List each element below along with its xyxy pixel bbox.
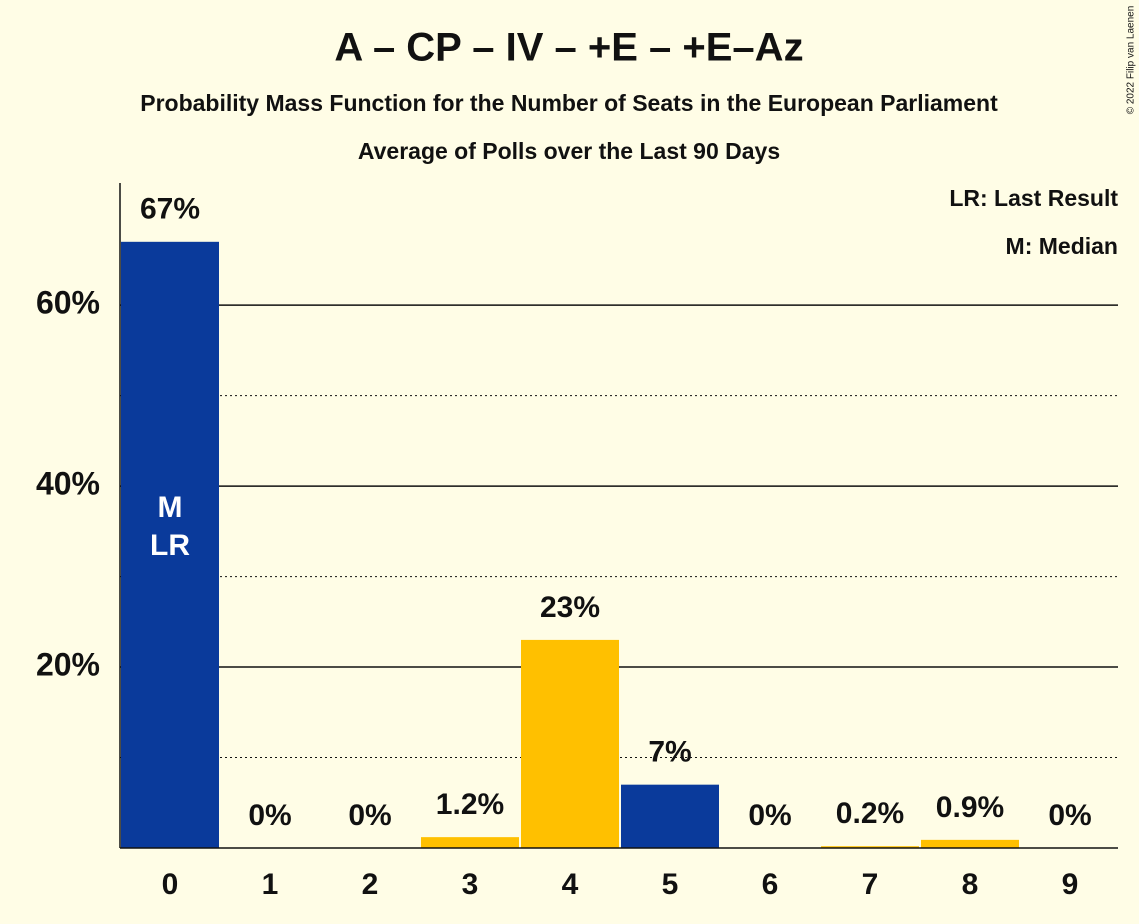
legend-note: LR: Last Result [949,185,1118,211]
x-tick-label: 0 [162,868,179,901]
x-tick-label: 6 [762,868,779,901]
x-tick-label: 5 [662,868,679,901]
value-label: 1.2% [436,788,504,821]
bar [521,639,619,848]
x-tick-label: 4 [562,868,579,901]
bar [621,784,719,848]
bar-annotation: LR [150,529,190,562]
chart-subtitle: Average of Polls over the Last 90 Days [358,138,780,164]
copyright: © 2022 Filip van Laenen [1126,6,1137,115]
value-label: 0.9% [936,791,1004,824]
bar [921,839,1019,848]
x-tick-label: 9 [1062,868,1079,901]
chart-subtitle: Probability Mass Function for the Number… [140,90,998,116]
x-tick-label: 2 [362,868,379,901]
bar [821,846,919,848]
value-label: 0% [748,799,791,832]
x-tick-label: 3 [462,868,479,901]
chart-title: A – CP – IV – +E – +E–Az [334,26,803,70]
y-tick-label: 20% [36,647,100,683]
value-label: 0% [1048,799,1091,832]
x-tick-label: 1 [262,868,279,901]
value-label: 0% [348,799,391,832]
value-label: 67% [140,193,200,226]
legend-note: M: Median [1006,233,1118,259]
x-tick-label: 7 [862,868,879,901]
value-label: 0.2% [836,797,904,830]
x-tick-label: 8 [962,868,979,901]
bar-annotation: M [158,491,183,524]
y-tick-label: 40% [36,466,100,502]
value-label: 7% [648,736,691,769]
value-label: 0% [248,799,291,832]
value-label: 23% [540,591,600,624]
bar [121,241,219,849]
bar [421,837,519,848]
y-tick-label: 60% [36,285,100,321]
